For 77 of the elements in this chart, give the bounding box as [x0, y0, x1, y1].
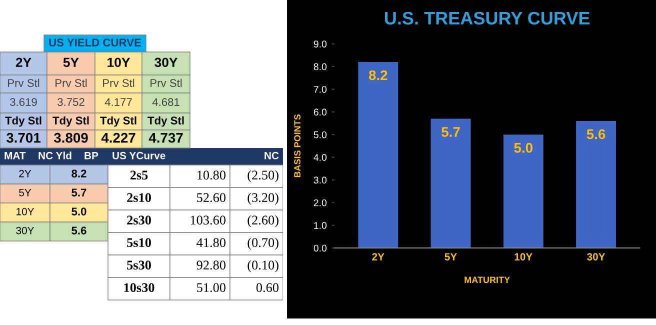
bar [358, 62, 398, 248]
y-tick-label: 4.0 [314, 154, 327, 161]
data-label: 5.6 [586, 129, 606, 140]
text: (0.70) [248, 238, 278, 250]
text: 3.752 [58, 98, 84, 106]
text: Tdy Stl [52, 116, 89, 127]
y-tick-label: 9.0 [314, 40, 327, 48]
y-tick-label: 1.0 [314, 222, 327, 229]
text: NC [264, 152, 279, 160]
x-axis-title: MATURITY [464, 276, 510, 284]
text: 4.681 [152, 98, 180, 106]
text: 10Y [108, 58, 130, 68]
text: Tdy Stl [100, 116, 136, 127]
text: Prv Stl [8, 78, 40, 87]
text: 10Y [16, 208, 34, 216]
text: 3.619 [10, 98, 37, 106]
text: (2.50) [248, 170, 278, 182]
text: 5s10 [127, 238, 151, 248]
text: 8.2 [72, 170, 86, 178]
data-label: 5.0 [514, 142, 532, 153]
text: Prv Stl [56, 78, 87, 87]
text: 2s30 [127, 216, 151, 225]
text: NC Yld [38, 152, 72, 160]
text: 4.177 [104, 98, 132, 106]
text: 5Y [19, 189, 32, 196]
text: 30Y [16, 226, 34, 234]
text: US YIELD CURVE [49, 38, 141, 46]
y-tick-label: 5.0 [314, 131, 327, 138]
x-tick-label: 2Y [372, 253, 384, 260]
text: Prv Stl [103, 78, 134, 87]
text: 30Y [154, 58, 178, 68]
y-tick-label: 0.0 [314, 244, 327, 252]
text: 0.60 [256, 283, 278, 292]
text: 2s10 [127, 193, 151, 202]
text: 52.60 [197, 193, 226, 202]
bar [576, 120, 616, 248]
text: Prv Stl [150, 78, 182, 87]
x-tick-label: 5Y [444, 253, 457, 260]
text: 92.80 [196, 260, 226, 270]
y-axis-title: BASIS POINTS [294, 114, 301, 178]
text: MAT [4, 152, 26, 160]
text: 4.227 [101, 132, 136, 143]
data-label: 8.2 [368, 70, 388, 80]
y-tick-label: 3.0 [314, 176, 327, 184]
text: 5Y [63, 58, 79, 68]
text: 2Y [16, 58, 32, 67]
text: 10s30 [124, 283, 154, 292]
bar [430, 118, 471, 248]
bar [503, 134, 544, 248]
x-tick-label: 10Y [514, 253, 532, 260]
chart-title: U.S. TREASURY CURVE [384, 12, 590, 25]
text: 4.737 [148, 132, 183, 143]
text: 10.80 [197, 170, 226, 180]
text: 41.80 [196, 238, 226, 248]
text: (0.10) [248, 260, 278, 272]
y-tick-label: 7.0 [314, 86, 327, 93]
y-tick-label: 2.0 [314, 199, 327, 206]
text: 5.6 [72, 226, 86, 234]
text: 5.7 [72, 188, 86, 196]
data-label: 5.7 [442, 127, 460, 137]
text: 2s5 [130, 170, 148, 180]
y-tick-label: 8.0 [314, 63, 327, 70]
text: Tdy Stl [148, 116, 184, 127]
text: US YCurve [112, 152, 166, 160]
text: 2Y [19, 170, 32, 178]
text: (2.60) [248, 215, 278, 228]
text: BP [84, 152, 98, 160]
text: 103.60 [190, 216, 226, 225]
y-tick-label: 6.0 [314, 108, 327, 116]
text: (3.20) [248, 192, 278, 205]
text: 3.809 [54, 132, 88, 143]
text: 51.00 [197, 283, 226, 292]
text: 5.0 [72, 208, 86, 216]
text: Tdy Stl [5, 116, 42, 127]
text: 3.701 [6, 132, 40, 143]
x-tick-label: 30Y [586, 253, 606, 260]
text: 5s30 [127, 260, 151, 270]
